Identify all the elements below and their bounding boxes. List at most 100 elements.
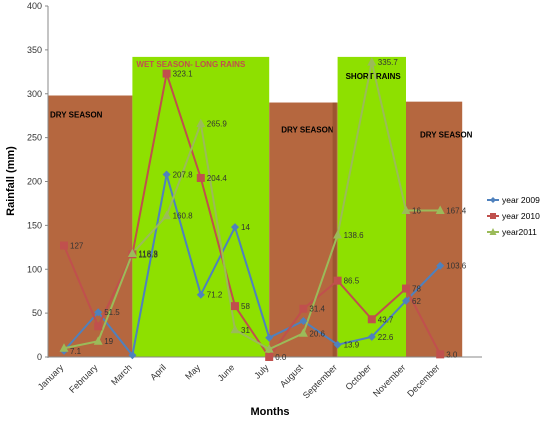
data-label: 265.9	[207, 120, 228, 129]
y-tick-label: 0	[37, 352, 42, 362]
season-bands: DRY SEASON WET SEASON- LONG RAINS DRY SEAS…	[48, 56, 473, 358]
season-label-1: WET SEASON- LONG RAINS	[136, 60, 246, 69]
legend-entry: year 2010	[502, 211, 540, 221]
season-band-1	[132, 56, 270, 358]
data-point	[367, 57, 377, 66]
season-separator	[332, 102, 337, 358]
series-lines	[63, 61, 442, 359]
data-label: 71.2	[207, 291, 223, 300]
data-label: 51.5	[104, 308, 120, 317]
data-label: 31	[241, 326, 250, 335]
data-label: 43.7	[378, 315, 394, 324]
data-point	[367, 315, 376, 324]
data-point	[196, 118, 206, 128]
data-point	[231, 302, 239, 311]
legend-entry: year 2009	[502, 195, 540, 205]
data-point	[299, 317, 308, 326]
y-tick-label: 350	[27, 45, 42, 55]
y-tick-label: 100	[27, 264, 42, 274]
y-tick-label: 250	[27, 133, 42, 143]
x-tick-label: March	[109, 362, 134, 387]
y-axis-title: Rainfall (mm)	[5, 146, 17, 216]
season-label-3: SHORT RAINS	[346, 72, 402, 81]
season-band-3	[337, 56, 406, 358]
data-point	[162, 170, 171, 179]
data-point	[333, 230, 343, 239]
season-label-0: DRY SEASON	[50, 111, 103, 120]
data-point	[162, 69, 171, 78]
data-point	[367, 332, 376, 341]
x-tick-label: August	[278, 362, 305, 389]
data-label: 20.6	[309, 329, 325, 338]
data-point	[436, 350, 445, 359]
series-line-0	[63, 174, 441, 358]
season-label-2: DRY SEASON	[281, 126, 334, 135]
x-tick-label: September	[301, 362, 339, 400]
data-point	[93, 336, 103, 345]
y-tick-labels: 0 50 100 150 200 250 300 350 400	[27, 1, 48, 362]
data-label: 14	[241, 223, 250, 232]
data-point	[230, 324, 240, 334]
data-label: 118.8	[138, 249, 158, 258]
data-label: 86.5	[344, 277, 360, 286]
y-tick-label: 300	[27, 89, 42, 99]
x-tick-label: December	[405, 362, 441, 398]
data-point	[127, 248, 137, 257]
data-point	[264, 344, 274, 353]
data-label: 62	[412, 297, 421, 306]
data-label: 103.6	[446, 262, 467, 271]
data-point	[59, 343, 69, 352]
season-band-0	[48, 95, 133, 357]
data-label: 167.4	[446, 206, 467, 215]
legend: year 2009 year 2010 year2011	[487, 195, 540, 237]
season-label-4: DRY SEASON	[420, 131, 473, 140]
x-tick-label: February	[67, 362, 100, 395]
y-tick-label: 150	[27, 220, 42, 230]
x-tick-label: November	[371, 362, 407, 398]
data-point	[196, 173, 205, 182]
data-label: 323.1	[173, 70, 194, 79]
legend-marker	[490, 213, 496, 219]
season-band-4	[406, 101, 463, 358]
data-point	[402, 284, 410, 293]
x-tick-label: May	[183, 362, 202, 381]
data-point	[436, 261, 445, 270]
data-point	[196, 290, 205, 299]
data-point	[333, 340, 342, 349]
legend-marker	[489, 228, 497, 235]
x-axis-title: Months	[250, 406, 289, 418]
series-markers	[59, 57, 445, 361]
data-label: 78	[412, 285, 421, 294]
data-point	[401, 205, 411, 214]
data-label: 127	[70, 242, 84, 251]
x-tick-label: January	[36, 362, 66, 392]
x-tick-label: October	[344, 362, 374, 392]
data-label: 116.3	[138, 250, 158, 259]
legend-entry: year2011	[502, 227, 537, 237]
data-point	[265, 353, 274, 361]
data-label: 0.0	[275, 353, 287, 362]
x-tick-label: April	[148, 362, 168, 382]
series-line-2	[63, 61, 441, 351]
y-tick-label: 200	[27, 177, 42, 187]
data-label: 31.4	[309, 305, 325, 314]
x-tick-label: June	[216, 362, 237, 383]
data-point	[94, 322, 103, 331]
data-label: 207.8	[173, 170, 194, 179]
y-tick-label: 400	[27, 1, 42, 11]
data-label: 335.7	[378, 58, 399, 67]
x-tick-labels: January February March April May June July Augu…	[36, 362, 442, 401]
data-label: 19	[104, 337, 113, 346]
data-label: 7.1	[70, 347, 82, 356]
data-point	[162, 210, 172, 220]
data-point	[231, 223, 239, 232]
data-point	[402, 296, 410, 305]
data-label: 22.6	[378, 333, 394, 342]
data-point	[298, 328, 308, 337]
data-label: 16	[412, 206, 421, 215]
data-label: 13.9	[344, 341, 360, 350]
season-band-2	[269, 102, 338, 358]
data-label: 204.4	[207, 174, 228, 183]
data-labels: 7.1 51.5 207.8 71.2 14 13.9 22.6 62 103.6 127 116.…	[70, 58, 467, 362]
